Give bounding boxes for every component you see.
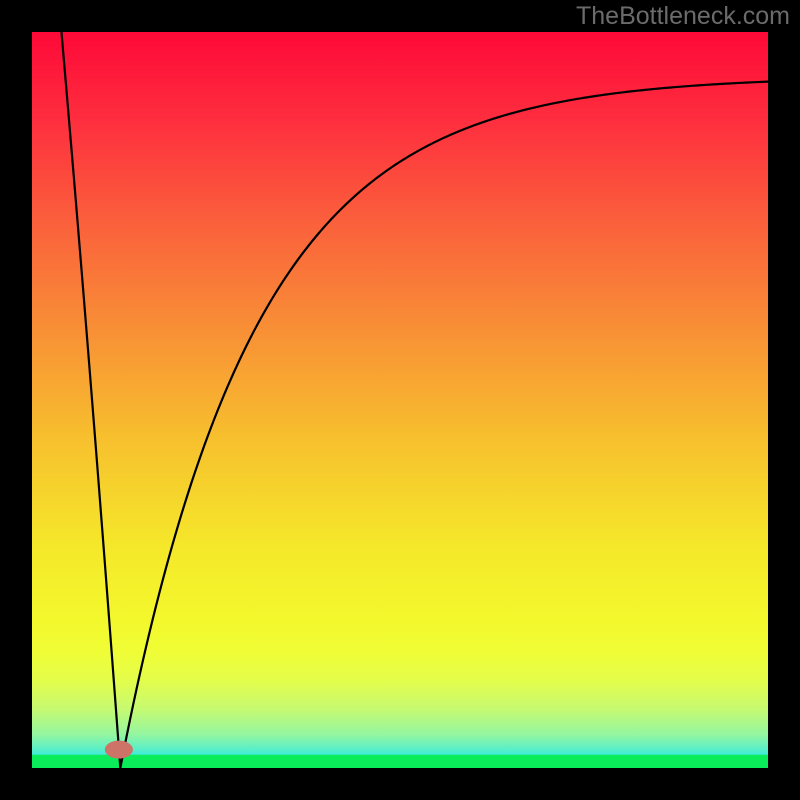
optimal-point-marker [105, 741, 133, 759]
plot-background [32, 32, 768, 768]
chart-container: TheBottleneck.com [0, 0, 800, 800]
watermark-text: TheBottleneck.com [576, 2, 790, 31]
bottleneck-chart [0, 0, 800, 800]
green-baseline-strip [32, 755, 768, 768]
